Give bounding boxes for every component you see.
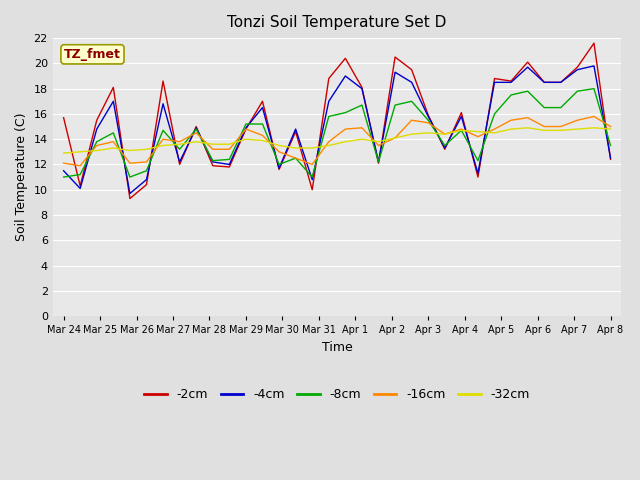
Y-axis label: Soil Temperature (C): Soil Temperature (C) (15, 113, 28, 241)
X-axis label: Time: Time (322, 341, 353, 354)
Title: Tonzi Soil Temperature Set D: Tonzi Soil Temperature Set D (227, 15, 447, 30)
Text: TZ_fmet: TZ_fmet (64, 48, 121, 61)
Legend: -2cm, -4cm, -8cm, -16cm, -32cm: -2cm, -4cm, -8cm, -16cm, -32cm (139, 384, 535, 407)
